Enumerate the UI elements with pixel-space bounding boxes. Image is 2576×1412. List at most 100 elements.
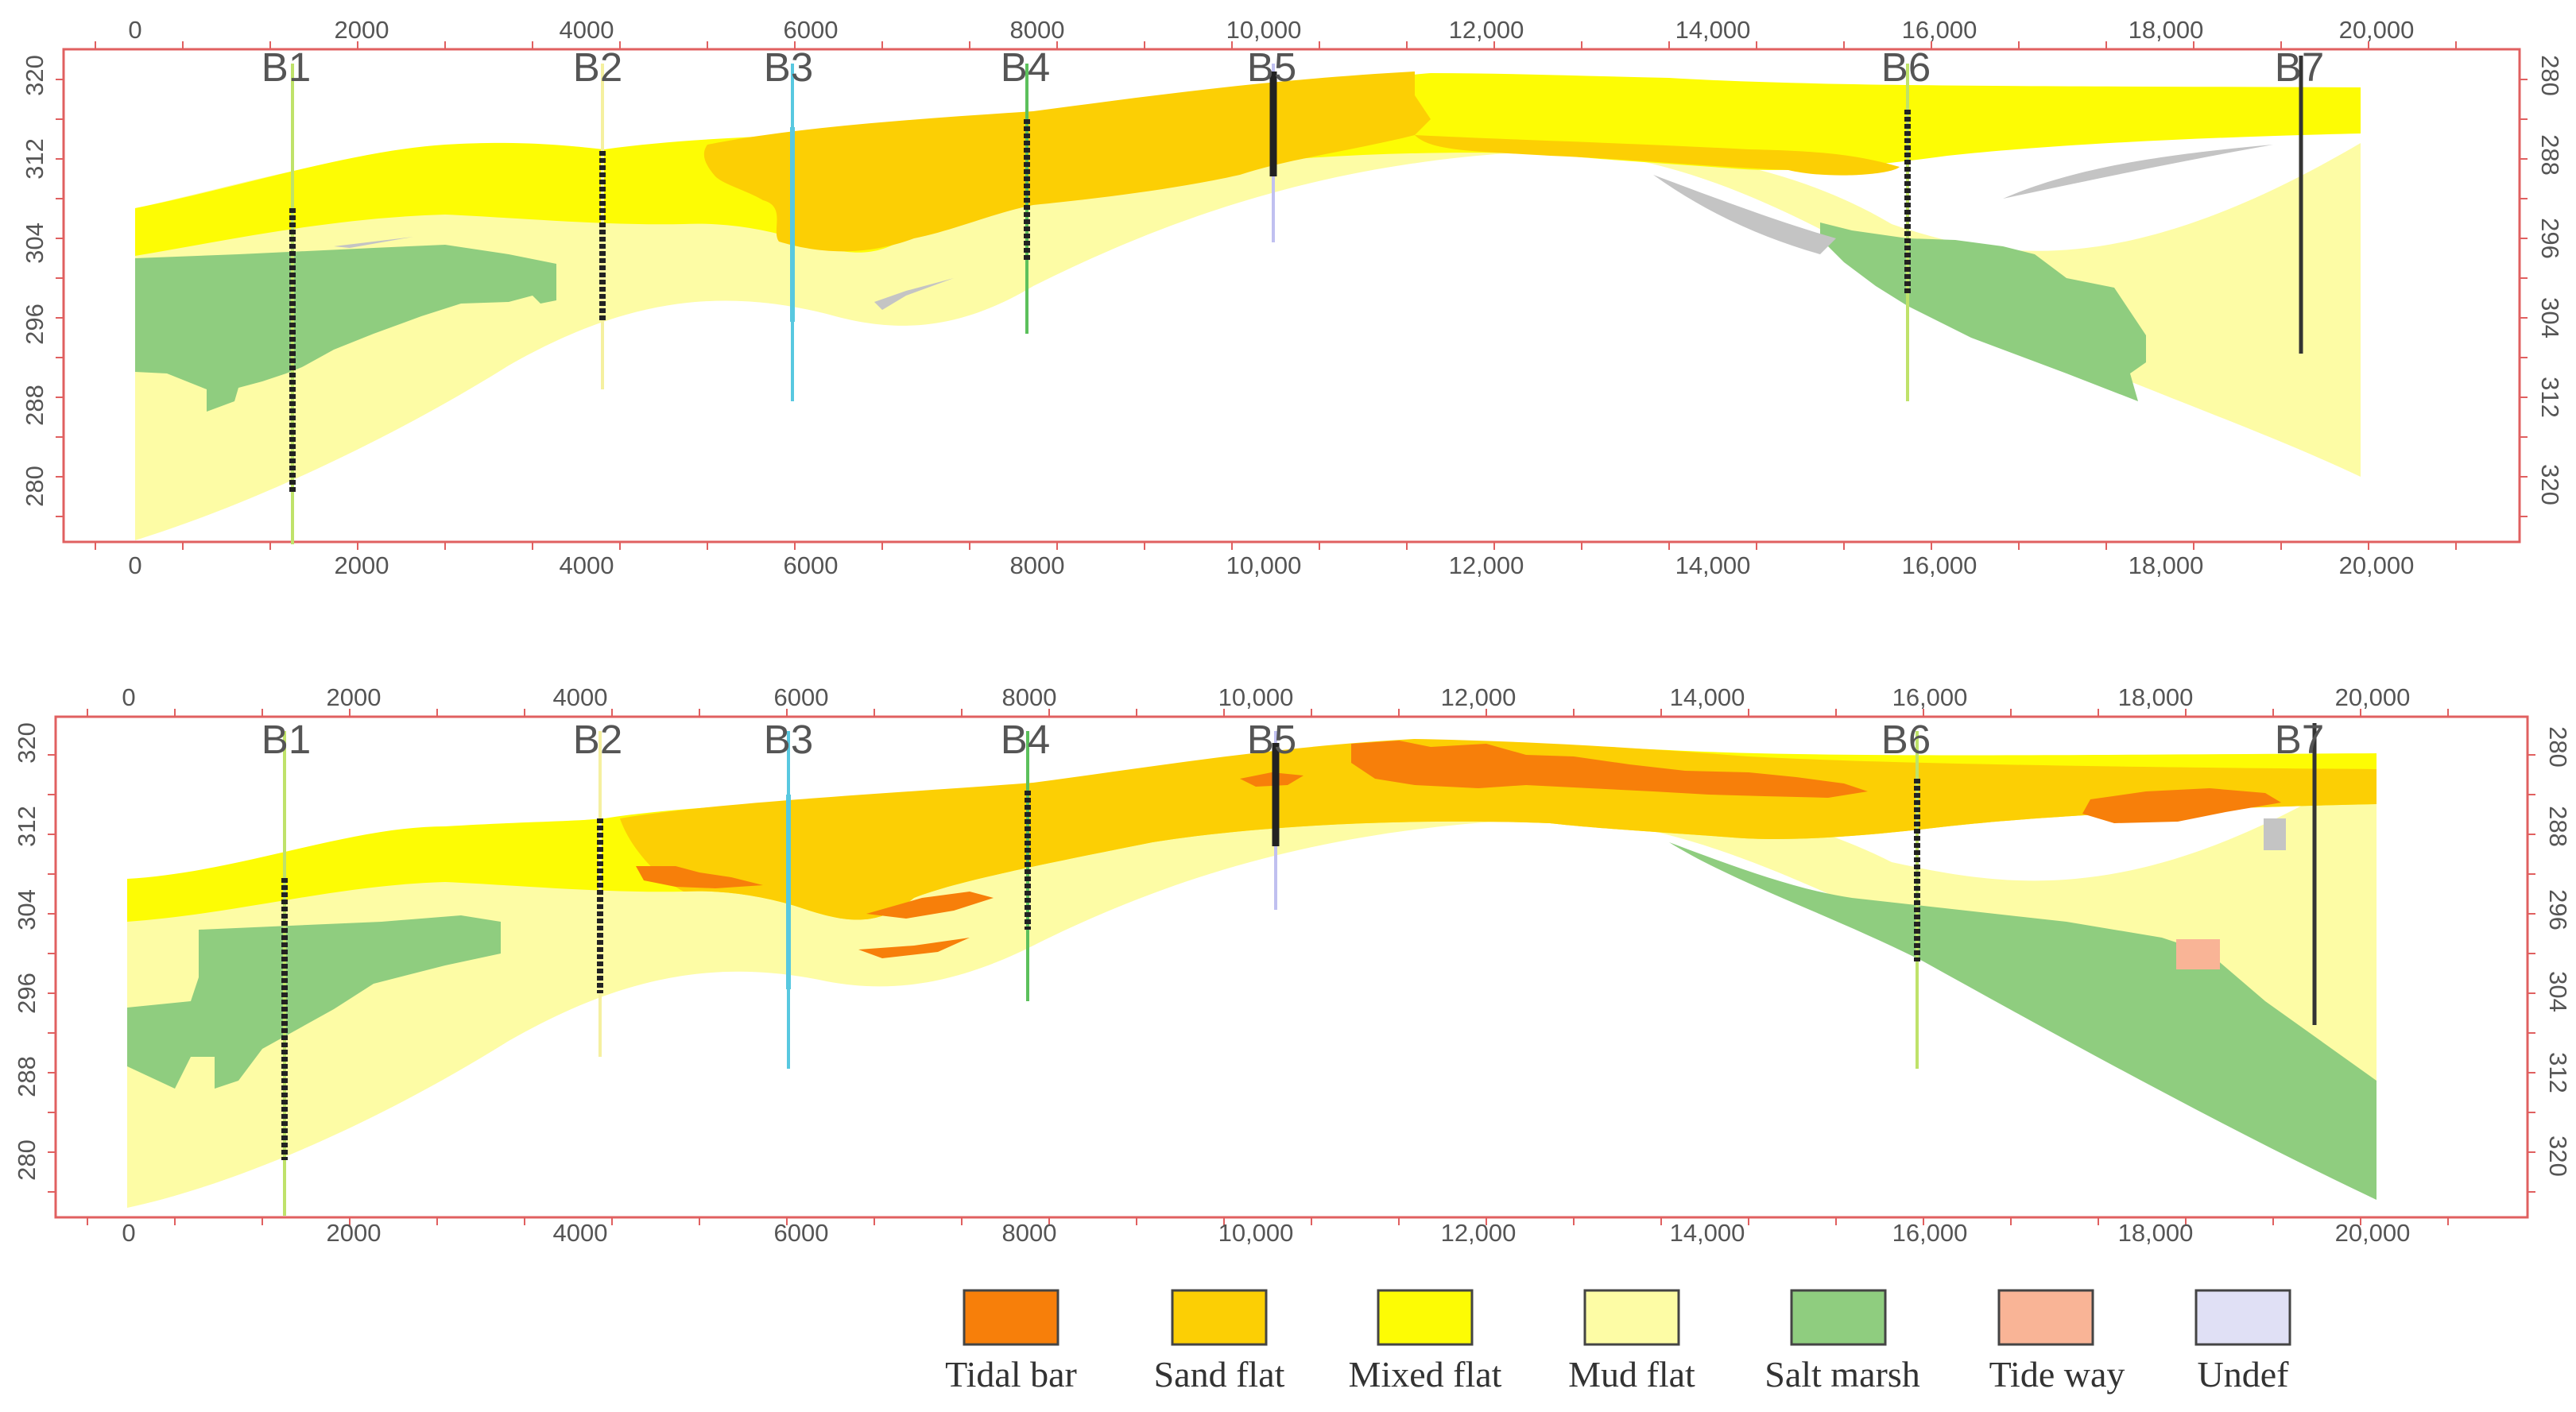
bottom-x-bottom-8: 16,000 <box>1892 1219 1968 1247</box>
top-x-bottom-10: 20,000 <box>2339 551 2415 579</box>
legend-swatch-sand-flat <box>1171 1289 1268 1346</box>
top-grey-lens-4 <box>334 237 413 248</box>
top-frame <box>62 48 2521 544</box>
top-x-bottom-6: 12,000 <box>1449 551 1524 579</box>
bottom-right-2: 296 <box>2544 889 2572 930</box>
top-mixed-flat-band <box>135 73 2361 256</box>
bottom-x-bottom-10: 20,000 <box>2335 1219 2411 1247</box>
bottom-frame <box>54 715 2529 1219</box>
top-well-lines <box>289 56 2303 544</box>
top-salt-marsh-left <box>135 245 556 412</box>
bottom-tidal-bar-1 <box>1351 741 1868 798</box>
bottom-salt-marsh-left <box>127 915 501 1089</box>
bottom-well-lines <box>281 723 2317 1216</box>
top-x-top-3: 6000 <box>784 16 839 44</box>
bottom-x-top-4: 8000 <box>1002 683 1057 711</box>
bottom-x-top-6: 12,000 <box>1441 683 1517 711</box>
top-left-1: 312 <box>21 138 48 180</box>
legend-label-mud-flat: Mud flat <box>1568 1354 1695 1395</box>
bottom-cross-section: 0 2000 4000 6000 8000 10,000 12,000 14,0… <box>13 683 2572 1247</box>
top-well-label-b1: B1 <box>261 44 311 90</box>
bottom-x-top-0: 0 <box>122 683 135 711</box>
legend: Tidal bar Sand flat Mixed flat Mud flat … <box>945 1289 2291 1395</box>
bottom-frame-ticks <box>48 709 2535 1225</box>
bottom-tidal-bar-2 <box>2082 788 2281 823</box>
bottom-x-bottom-7: 14,000 <box>1670 1219 1745 1247</box>
legend-swatch-salt-marsh <box>1790 1289 1887 1346</box>
top-left-3: 296 <box>21 304 48 345</box>
bottom-left-2: 304 <box>13 889 41 930</box>
bottom-well-label-b2: B2 <box>573 717 622 762</box>
bottom-x-bottom-4: 8000 <box>1002 1219 1057 1247</box>
bottom-well-label-b7: B7 <box>2275 717 2324 762</box>
bottom-x-bottom-0: 0 <box>122 1219 135 1247</box>
bottom-right-4: 312 <box>2544 1052 2572 1093</box>
legend-label-undef: Undef <box>2198 1354 2290 1395</box>
bottom-left-5: 280 <box>13 1139 41 1181</box>
legend-swatch-tide-way <box>1997 1289 2094 1346</box>
bottom-x-top-9: 18,000 <box>2118 683 2194 711</box>
bottom-left-3: 296 <box>13 973 41 1014</box>
top-salt-marsh-right <box>1820 222 2146 401</box>
top-x-top-9: 18,000 <box>2129 16 2204 44</box>
bottom-x-bottom-1: 2000 <box>327 1219 382 1247</box>
bottom-x-top-1: 2000 <box>327 683 382 711</box>
bottom-salt-marsh-right <box>1669 842 2377 1200</box>
bottom-sand-flat-body <box>620 739 2377 920</box>
top-well-label-b4: B4 <box>1001 44 1050 90</box>
bottom-grey-lens <box>2264 818 2286 850</box>
top-grey-lens-2 <box>2003 145 2273 199</box>
bottom-tidal-bar-3 <box>636 866 763 888</box>
legend-label-mixed-flat: Mixed flat <box>1349 1354 1502 1395</box>
top-well-label-b6: B6 <box>1881 44 1931 90</box>
bottom-x-bottom-5: 10,000 <box>1218 1219 1294 1247</box>
top-x-top-8: 16,000 <box>1902 16 1978 44</box>
bottom-x-bottom-6: 12,000 <box>1441 1219 1517 1247</box>
top-grey-lens-1 <box>1653 175 1836 254</box>
legend-swatch-tidal-bar <box>963 1289 1059 1346</box>
top-left-0: 320 <box>21 55 48 96</box>
bottom-x-top-3: 6000 <box>774 683 829 711</box>
bottom-x-top-10: 20,000 <box>2335 683 2411 711</box>
top-x-bottom-0: 0 <box>128 551 141 579</box>
top-frame-ticks <box>56 41 2528 550</box>
top-grey-lens-3 <box>874 278 954 310</box>
top-well-label-b5: B5 <box>1247 44 1296 90</box>
bottom-tidal-bar-6 <box>1240 772 1303 787</box>
top-left-4: 288 <box>21 385 48 426</box>
bottom-x-top-5: 10,000 <box>1218 683 1294 711</box>
bottom-x-bottom-9: 18,000 <box>2118 1219 2194 1247</box>
top-x-bottom-5: 10,000 <box>1226 551 1302 579</box>
top-x-bottom-1: 2000 <box>335 551 389 579</box>
top-x-top-6: 12,000 <box>1449 16 1524 44</box>
top-well-label-b2: B2 <box>573 44 622 90</box>
top-right-2: 296 <box>2536 218 2564 259</box>
bottom-right-3: 304 <box>2544 971 2572 1012</box>
top-mud-flat-body <box>135 133 2361 540</box>
bottom-right-5: 320 <box>2544 1135 2572 1177</box>
bottom-x-top-8: 16,000 <box>1892 683 1968 711</box>
top-x-top-7: 14,000 <box>1675 16 1751 44</box>
top-x-bottom-9: 18,000 <box>2129 551 2204 579</box>
top-x-bottom-2: 4000 <box>560 551 614 579</box>
top-cross-section: 0 2000 4000 6000 8000 10,000 12,000 14,0… <box>21 16 2564 579</box>
legend-label-tidal-bar: Tidal bar <box>945 1354 1077 1395</box>
legend-label-sand-flat: Sand flat <box>1154 1354 1285 1395</box>
top-well-label-b3: B3 <box>764 44 813 90</box>
top-right-4: 312 <box>2536 377 2564 418</box>
bottom-left-4: 288 <box>13 1056 41 1097</box>
bottom-x-top-2: 4000 <box>553 683 608 711</box>
top-sand-flat-body <box>703 72 1431 252</box>
legend-swatch-undef <box>2194 1289 2291 1346</box>
bottom-right-1: 288 <box>2544 806 2572 847</box>
bottom-tidal-bar-4 <box>866 892 994 919</box>
top-x-bottom-4: 8000 <box>1010 551 1065 579</box>
bottom-well-label-b1: B1 <box>261 717 311 762</box>
bottom-tidal-bar-5 <box>858 938 970 958</box>
bottom-tide-way-patch <box>2176 939 2220 969</box>
top-right-1: 288 <box>2536 134 2564 176</box>
top-well-label-b7: B7 <box>2275 44 2324 90</box>
bottom-x-bottom-2: 4000 <box>553 1219 608 1247</box>
legend-label-tide-way: Tide way <box>1989 1354 2125 1395</box>
top-x-top-5: 10,000 <box>1226 16 1302 44</box>
